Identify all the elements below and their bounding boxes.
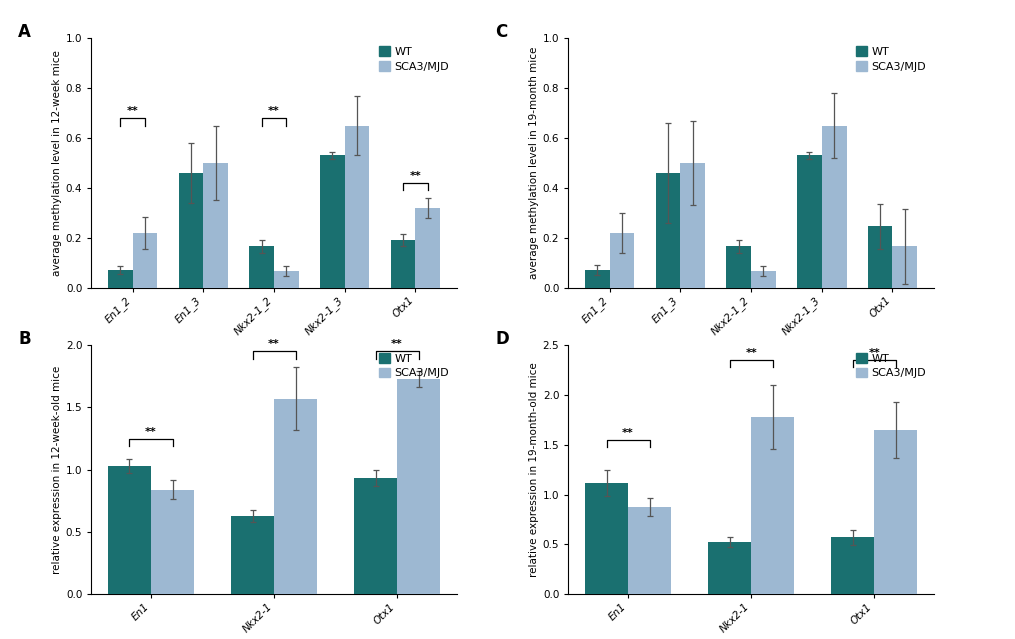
Bar — [108, 270, 133, 288]
Text: **: ** — [745, 348, 757, 358]
Text: **: ** — [409, 171, 421, 181]
Legend: WT, SCA3/MJD: WT, SCA3/MJD — [854, 44, 929, 73]
Bar — [868, 226, 892, 288]
Bar — [751, 417, 794, 594]
Text: **: ** — [145, 426, 157, 436]
Y-axis label: average methylation level in 12-week mice: average methylation level in 12-week mic… — [52, 50, 62, 276]
Bar — [585, 270, 610, 288]
Bar — [585, 482, 628, 594]
Bar — [727, 247, 751, 288]
Text: **: ** — [127, 106, 139, 116]
Bar — [391, 240, 415, 288]
Text: D: D — [495, 330, 510, 348]
Y-axis label: average methylation level in 19-month mice: average methylation level in 19-month mi… — [529, 47, 539, 279]
Bar — [831, 537, 874, 594]
Bar — [628, 507, 671, 594]
Bar — [274, 272, 298, 288]
Text: **: ** — [868, 348, 880, 358]
Text: **: ** — [391, 339, 403, 350]
Bar — [610, 233, 634, 288]
Text: **: ** — [268, 339, 280, 350]
Bar — [133, 233, 157, 288]
Bar — [680, 163, 705, 288]
Bar — [203, 163, 228, 288]
Bar — [797, 155, 822, 288]
Bar — [822, 125, 847, 288]
Bar — [345, 125, 369, 288]
Bar — [874, 430, 918, 594]
Legend: WT, SCA3/MJD: WT, SCA3/MJD — [377, 351, 452, 380]
Bar — [231, 516, 274, 594]
Legend: WT, SCA3/MJD: WT, SCA3/MJD — [377, 44, 452, 73]
Bar — [656, 173, 680, 288]
Bar — [320, 155, 345, 288]
Bar — [274, 399, 317, 594]
Bar — [397, 379, 441, 594]
Legend: WT, SCA3/MJD: WT, SCA3/MJD — [854, 351, 929, 380]
Text: C: C — [495, 24, 508, 42]
Bar — [250, 247, 274, 288]
Text: **: ** — [622, 427, 634, 438]
Bar — [892, 247, 918, 288]
Bar — [108, 466, 151, 594]
Y-axis label: relative expression in 12-week-old mice: relative expression in 12-week-old mice — [52, 366, 62, 574]
Text: **: ** — [268, 106, 280, 116]
Text: A: A — [18, 24, 31, 42]
Text: B: B — [18, 330, 30, 348]
Bar — [151, 489, 194, 594]
Bar — [415, 208, 441, 288]
Bar — [708, 543, 751, 594]
Bar — [179, 173, 203, 288]
Bar — [354, 479, 397, 594]
Bar — [751, 272, 775, 288]
Y-axis label: relative expression in 19-month-old mice: relative expression in 19-month-old mice — [529, 362, 539, 577]
